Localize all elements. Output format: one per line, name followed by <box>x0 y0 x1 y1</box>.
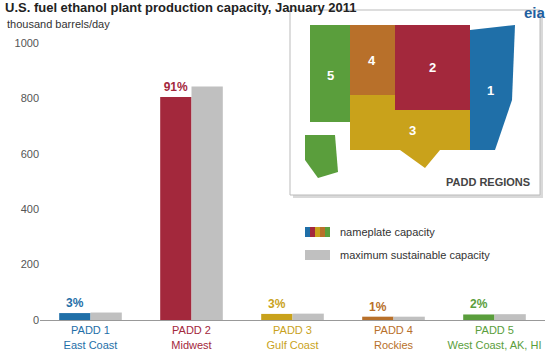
svg-text:400: 400 <box>21 203 39 215</box>
svg-text:2%: 2% <box>470 297 488 311</box>
svg-text:3%: 3% <box>268 297 286 311</box>
svg-text:800: 800 <box>21 92 39 104</box>
svg-text:maximum sustainable capacity: maximum sustainable capacity <box>340 249 490 261</box>
svg-text:PADD 1East Coast: PADD 1East Coast <box>64 324 118 350</box>
svg-text:PADD 2Midwest: PADD 2Midwest <box>171 324 211 350</box>
svg-text:PADD REGIONS: PADD REGIONS <box>446 176 530 188</box>
svg-text:2: 2 <box>429 60 436 75</box>
svg-text:PADD 3Gulf Coast: PADD 3Gulf Coast <box>267 324 319 350</box>
svg-text:4: 4 <box>368 53 376 68</box>
svg-text:thousand barrels/day: thousand barrels/day <box>7 18 110 30</box>
svg-text:PADD 5West Coast, AK, HI: PADD 5West Coast, AK, HI <box>448 324 542 350</box>
svg-text:600: 600 <box>21 148 39 160</box>
svg-text:91%: 91% <box>164 80 188 94</box>
svg-text:1: 1 <box>487 83 494 98</box>
svg-text:0: 0 <box>33 314 39 326</box>
svg-text:5: 5 <box>327 68 334 83</box>
svg-text:200: 200 <box>21 258 39 270</box>
svg-text:1%: 1% <box>369 300 387 314</box>
svg-text:nameplate capacity: nameplate capacity <box>340 226 435 238</box>
svg-text:U.S. fuel ethanol plant produc: U.S. fuel ethanol plant production capac… <box>5 0 357 15</box>
svg-text:3%: 3% <box>66 296 84 310</box>
svg-text:3: 3 <box>409 123 416 138</box>
svg-text:1000: 1000 <box>15 37 39 49</box>
svg-text:eia: eia <box>524 4 546 21</box>
svg-text:PADD 4Rockies: PADD 4Rockies <box>374 324 414 350</box>
